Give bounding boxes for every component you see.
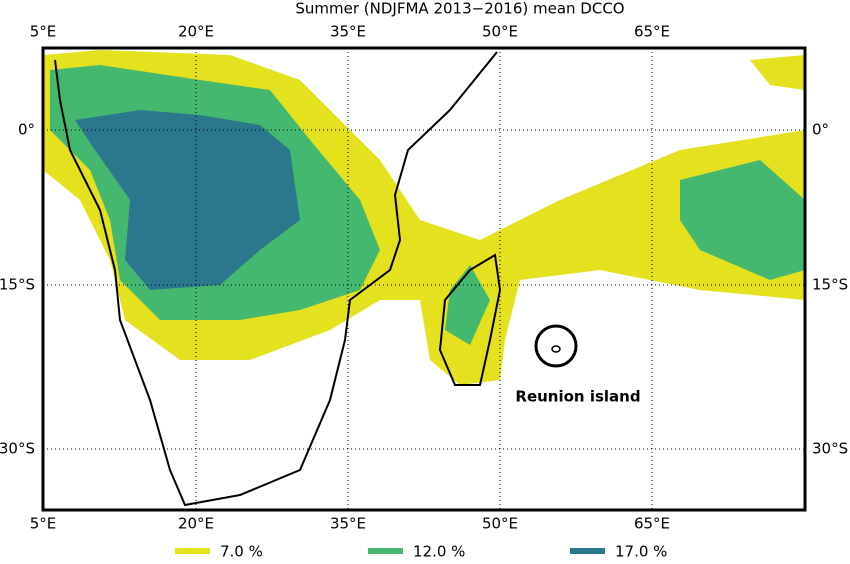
title: Summer (NDJFMA 2013−2016) mean DCCO — [295, 0, 624, 18]
region-low — [750, 55, 805, 90]
coastline — [54, 51, 498, 507]
map-frame — [41, 46, 807, 512]
reunion-island — [551, 345, 561, 353]
top-tick-label: 5°E — [30, 23, 57, 41]
legend-label: 12.0 % — [413, 543, 465, 561]
top-tick-label: 65°E — [634, 23, 670, 41]
map-area — [41, 46, 807, 512]
legend-swatch — [570, 548, 605, 554]
bottom-tick-label: 5°E — [30, 515, 57, 533]
top-tick-label: 50°E — [482, 23, 518, 41]
top-tick-label: 20°E — [178, 23, 214, 41]
right-tick-label: 15°S — [812, 276, 848, 294]
left-tick-label: 0° — [18, 121, 35, 139]
legend-swatch — [175, 548, 210, 554]
region-mid — [680, 160, 805, 280]
left-tick-label: 30°S — [0, 440, 35, 458]
left-tick-label: 15°S — [0, 276, 35, 294]
legend-label: 7.0 % — [220, 543, 263, 561]
bottom-tick-label: 35°E — [330, 515, 366, 533]
reunion-marker — [534, 324, 578, 368]
annotation: Reunion island — [515, 388, 640, 406]
legend-swatch — [368, 548, 403, 554]
bottom-tick-label: 20°E — [178, 515, 214, 533]
coastline — [438, 253, 502, 386]
right-tick-label: 0° — [812, 121, 829, 139]
right-tick-label: 30°S — [812, 440, 848, 458]
legend-label: 17.0 % — [615, 543, 667, 561]
region-high — [75, 110, 300, 290]
bottom-tick-label: 50°E — [482, 515, 518, 533]
top-tick-label: 35°E — [330, 23, 366, 41]
bottom-tick-label: 65°E — [634, 515, 670, 533]
